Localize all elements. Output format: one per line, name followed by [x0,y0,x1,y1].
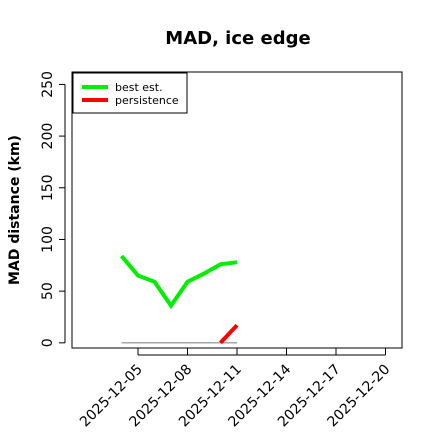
y-tick-label: 200 [40,123,56,150]
axes: 0501001502002502025-12-052025-12-082025-… [40,71,393,430]
legend-label: best est. [115,81,163,94]
y-tick-label: 150 [40,174,56,201]
legend: best est.persistence [72,72,188,114]
series-line-persistence [219,323,239,345]
chart-title: MAD, ice edge [165,28,310,49]
series-layer [119,254,239,345]
y-tick-label: 0 [40,338,56,347]
series-line-best-est- [119,254,238,310]
legend-box [72,72,188,114]
y-tick-label: 50 [40,282,56,300]
y-axis-label: MAD distance (km) [7,135,23,285]
legend-label: persistence [115,94,179,107]
y-tick-label: 100 [40,226,56,253]
y-tick-label: 250 [40,71,56,98]
